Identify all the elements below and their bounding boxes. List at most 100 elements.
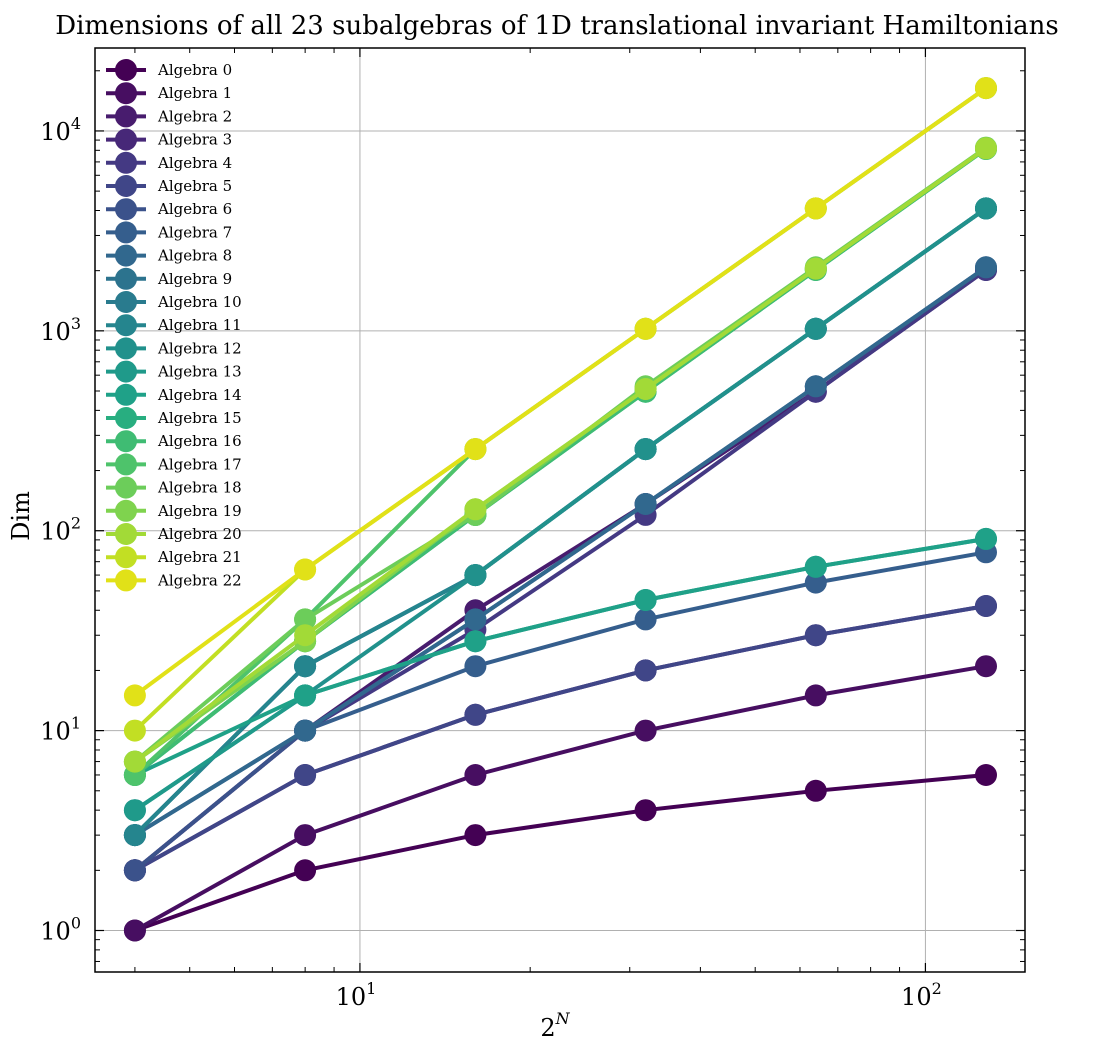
legend-marker [115,105,137,128]
legend-marker [115,291,137,313]
series-1 [123,655,997,942]
x-axis-label-base: 2 [540,1014,555,1042]
data-point [123,824,146,847]
y-axis-label: Dim [7,491,35,541]
data-point [123,719,146,742]
y-tick-label: 100 [40,914,81,946]
legend-entry: Algebra 15 [106,407,242,429]
legend-entry: Algebra 6 [106,198,232,221]
data-point [634,608,657,631]
legend-entry: Algebra 3 [106,128,232,151]
data-point [634,317,657,340]
legend-entry: Algebra 9 [106,267,232,290]
data-point [123,684,146,707]
data-point [804,197,827,220]
data-point [464,703,487,726]
legend-marker [115,128,137,151]
legend-marker [115,453,137,476]
series-line [133,206,988,812]
legend-marker [115,244,137,267]
data-point [294,824,317,847]
legend-label: Algebra 21 [157,548,242,566]
legend-label: Algebra 8 [157,247,232,265]
data-point [123,750,146,773]
series-line [133,206,988,837]
legend-marker [115,314,137,337]
data-point [634,438,657,461]
data-point [294,558,317,581]
legend-label: Algebra 13 [157,363,242,381]
data-point [975,256,997,279]
data-point [975,137,997,160]
chart-title: Dimensions of all 23 subalgebras of 1D t… [55,11,1059,41]
legend-marker [115,198,137,221]
series-line [133,147,988,777]
legend-label: Algebra 3 [157,131,232,149]
legend-marker [115,407,137,429]
y-tick-label: 103 [40,314,81,346]
legend-label: Algebra 19 [157,502,242,520]
data-point [975,764,997,786]
legend-label: Algebra 1 [157,84,232,102]
data-point [804,257,827,280]
legend-entry: Algebra 13 [106,360,242,383]
series-3 [123,595,997,882]
series-0 [123,764,997,942]
series-line [133,206,988,837]
legend-label: Algebra 10 [157,293,242,311]
legend-entry: Algebra 11 [106,314,242,337]
series-line [133,146,988,764]
data-point [464,498,487,521]
series-14 [123,527,997,786]
legend-label: Algebra 15 [157,409,242,427]
data-point [294,608,317,631]
legend-marker [115,430,137,453]
legend-label: Algebra 11 [157,316,242,334]
legend-label: Algebra 17 [157,455,242,473]
x-tick-label: 102 [901,979,942,1011]
legend-label: Algebra 18 [157,479,242,497]
legend-marker [115,337,137,360]
legend-marker [115,476,137,499]
data-point [634,719,657,742]
series-line [133,265,988,837]
legend-entry: Algebra 2 [106,105,232,128]
data-point [804,571,827,594]
series-line [133,604,987,873]
data-point [804,555,827,578]
series-line [133,664,987,933]
legend-marker [115,151,137,174]
x-tick-label: 101 [336,979,377,1011]
data-point [634,659,657,682]
y-tick-label: 101 [40,714,81,746]
legend-marker [115,546,137,569]
legend-entry: Algebra 7 [106,221,232,244]
legend-label: Algebra 14 [157,386,242,404]
series-line [134,536,987,777]
data-point [804,779,827,802]
legend-entry: Algebra 8 [106,244,232,267]
legend: Algebra 0 Algebra 1 Algebra 2 Algebra 3 Alge… [106,59,242,592]
legend-marker [115,569,137,592]
legend-entry: Algebra 14 [106,383,242,406]
series-line [133,86,988,698]
series-layer [123,77,997,942]
data-point [804,684,827,707]
legend-marker [115,82,137,105]
legend-entry: Algebra 1 [106,82,232,105]
data-point [464,438,487,461]
data-point [464,824,487,847]
series-8 [123,256,997,847]
legend-entry: Algebra 5 [106,175,232,197]
data-point [804,375,827,398]
y-tick-label: 102 [40,514,81,546]
data-point [634,378,657,400]
series-line [133,86,988,733]
legend-label: Algebra 7 [157,223,232,241]
x-axis-label-exp: N [555,1009,571,1028]
plot-frame [94,47,1026,973]
data-point [464,655,487,678]
legend-entry: Algebra 20 [106,523,242,545]
